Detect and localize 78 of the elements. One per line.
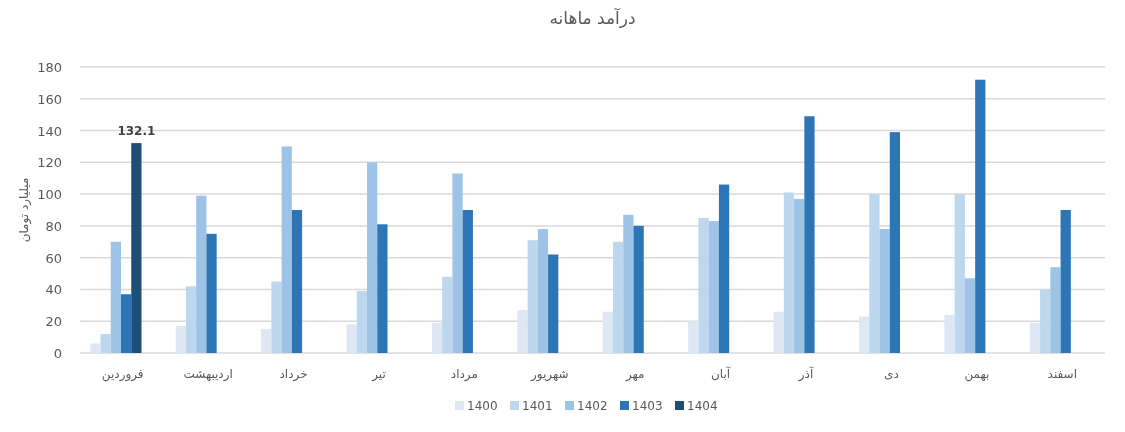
x-tick-label: مرداد: [450, 367, 478, 382]
bar: [121, 294, 132, 353]
y-axis-title: میلیارد تومان: [17, 177, 32, 243]
y-tick-label: 180: [37, 60, 62, 75]
bar: [1060, 210, 1071, 353]
bar: [718, 184, 730, 353]
y-tick-label: 160: [37, 91, 62, 107]
bar: [859, 316, 870, 353]
bar: [548, 254, 559, 353]
bar: [452, 173, 463, 353]
data-label: 132.1: [117, 124, 156, 139]
bar: [698, 217, 709, 353]
chart-title: درآمد ماهانه: [549, 7, 636, 28]
bar: [1040, 289, 1051, 353]
bar: [964, 278, 976, 353]
bar: [879, 229, 890, 353]
y-tick-label: 120: [37, 155, 62, 171]
bar: [100, 333, 111, 353]
y-tick-label: 100: [37, 187, 62, 203]
bar: [442, 276, 453, 353]
bar: [517, 310, 528, 353]
bar: [462, 210, 473, 353]
bar: [804, 116, 815, 353]
bar: [346, 324, 357, 353]
bar: [783, 192, 795, 353]
bar: [206, 233, 217, 353]
bar: [110, 241, 121, 353]
bar: [431, 322, 443, 353]
bar: [367, 162, 378, 353]
x-tick-label: آبان: [711, 366, 731, 381]
bar: [527, 240, 538, 353]
x-tick-label: مهر: [624, 367, 645, 382]
legend-label: 1401: [522, 399, 553, 413]
legend-label: 1400: [467, 399, 498, 413]
x-tick-label: اردیبهشت: [183, 367, 233, 382]
bar: [954, 194, 965, 353]
legend-label: 1404: [687, 399, 718, 413]
bar: [688, 321, 699, 353]
bar: [90, 343, 101, 353]
x-tick-label: اسفند: [1047, 367, 1077, 381]
bar: [869, 194, 880, 353]
x-tick-label: فروردین: [101, 367, 144, 382]
bar: [175, 325, 186, 353]
legend-label: 1403: [632, 399, 663, 413]
x-tick-label: بهمن: [964, 367, 990, 382]
bar: [975, 79, 986, 353]
y-tick-label: 0: [53, 346, 62, 361]
bar: [623, 214, 634, 353]
legend-label: 1402: [577, 399, 608, 413]
x-tick-label: آذر: [797, 366, 814, 382]
bar: [185, 286, 197, 353]
x-tick-label: تیر: [371, 367, 386, 382]
y-tick-label: 80: [45, 218, 62, 234]
y-tick-label: 140: [37, 123, 62, 139]
bar: [196, 195, 207, 353]
bar: [537, 229, 549, 353]
bar: [633, 225, 644, 353]
x-tick-label: خرداد: [279, 367, 308, 382]
bar: [1029, 322, 1041, 353]
bar: [613, 241, 624, 353]
bar: [261, 329, 272, 353]
bar: [794, 198, 805, 353]
x-tick-label: شهریور: [530, 367, 569, 382]
bar: [1050, 267, 1061, 353]
bar: [773, 311, 784, 353]
y-tick-label: 40: [45, 282, 62, 298]
bar: [377, 224, 388, 353]
bar: [281, 146, 292, 353]
bar: [356, 291, 367, 353]
bar: [944, 314, 955, 353]
x-tick-label: دی: [884, 367, 899, 381]
bar: [602, 311, 613, 353]
bar: [708, 221, 719, 353]
bar: [271, 281, 282, 353]
bar: [889, 132, 900, 353]
bar: [291, 210, 303, 353]
y-tick-label: 60: [45, 250, 62, 266]
y-tick-label: 20: [45, 314, 62, 330]
